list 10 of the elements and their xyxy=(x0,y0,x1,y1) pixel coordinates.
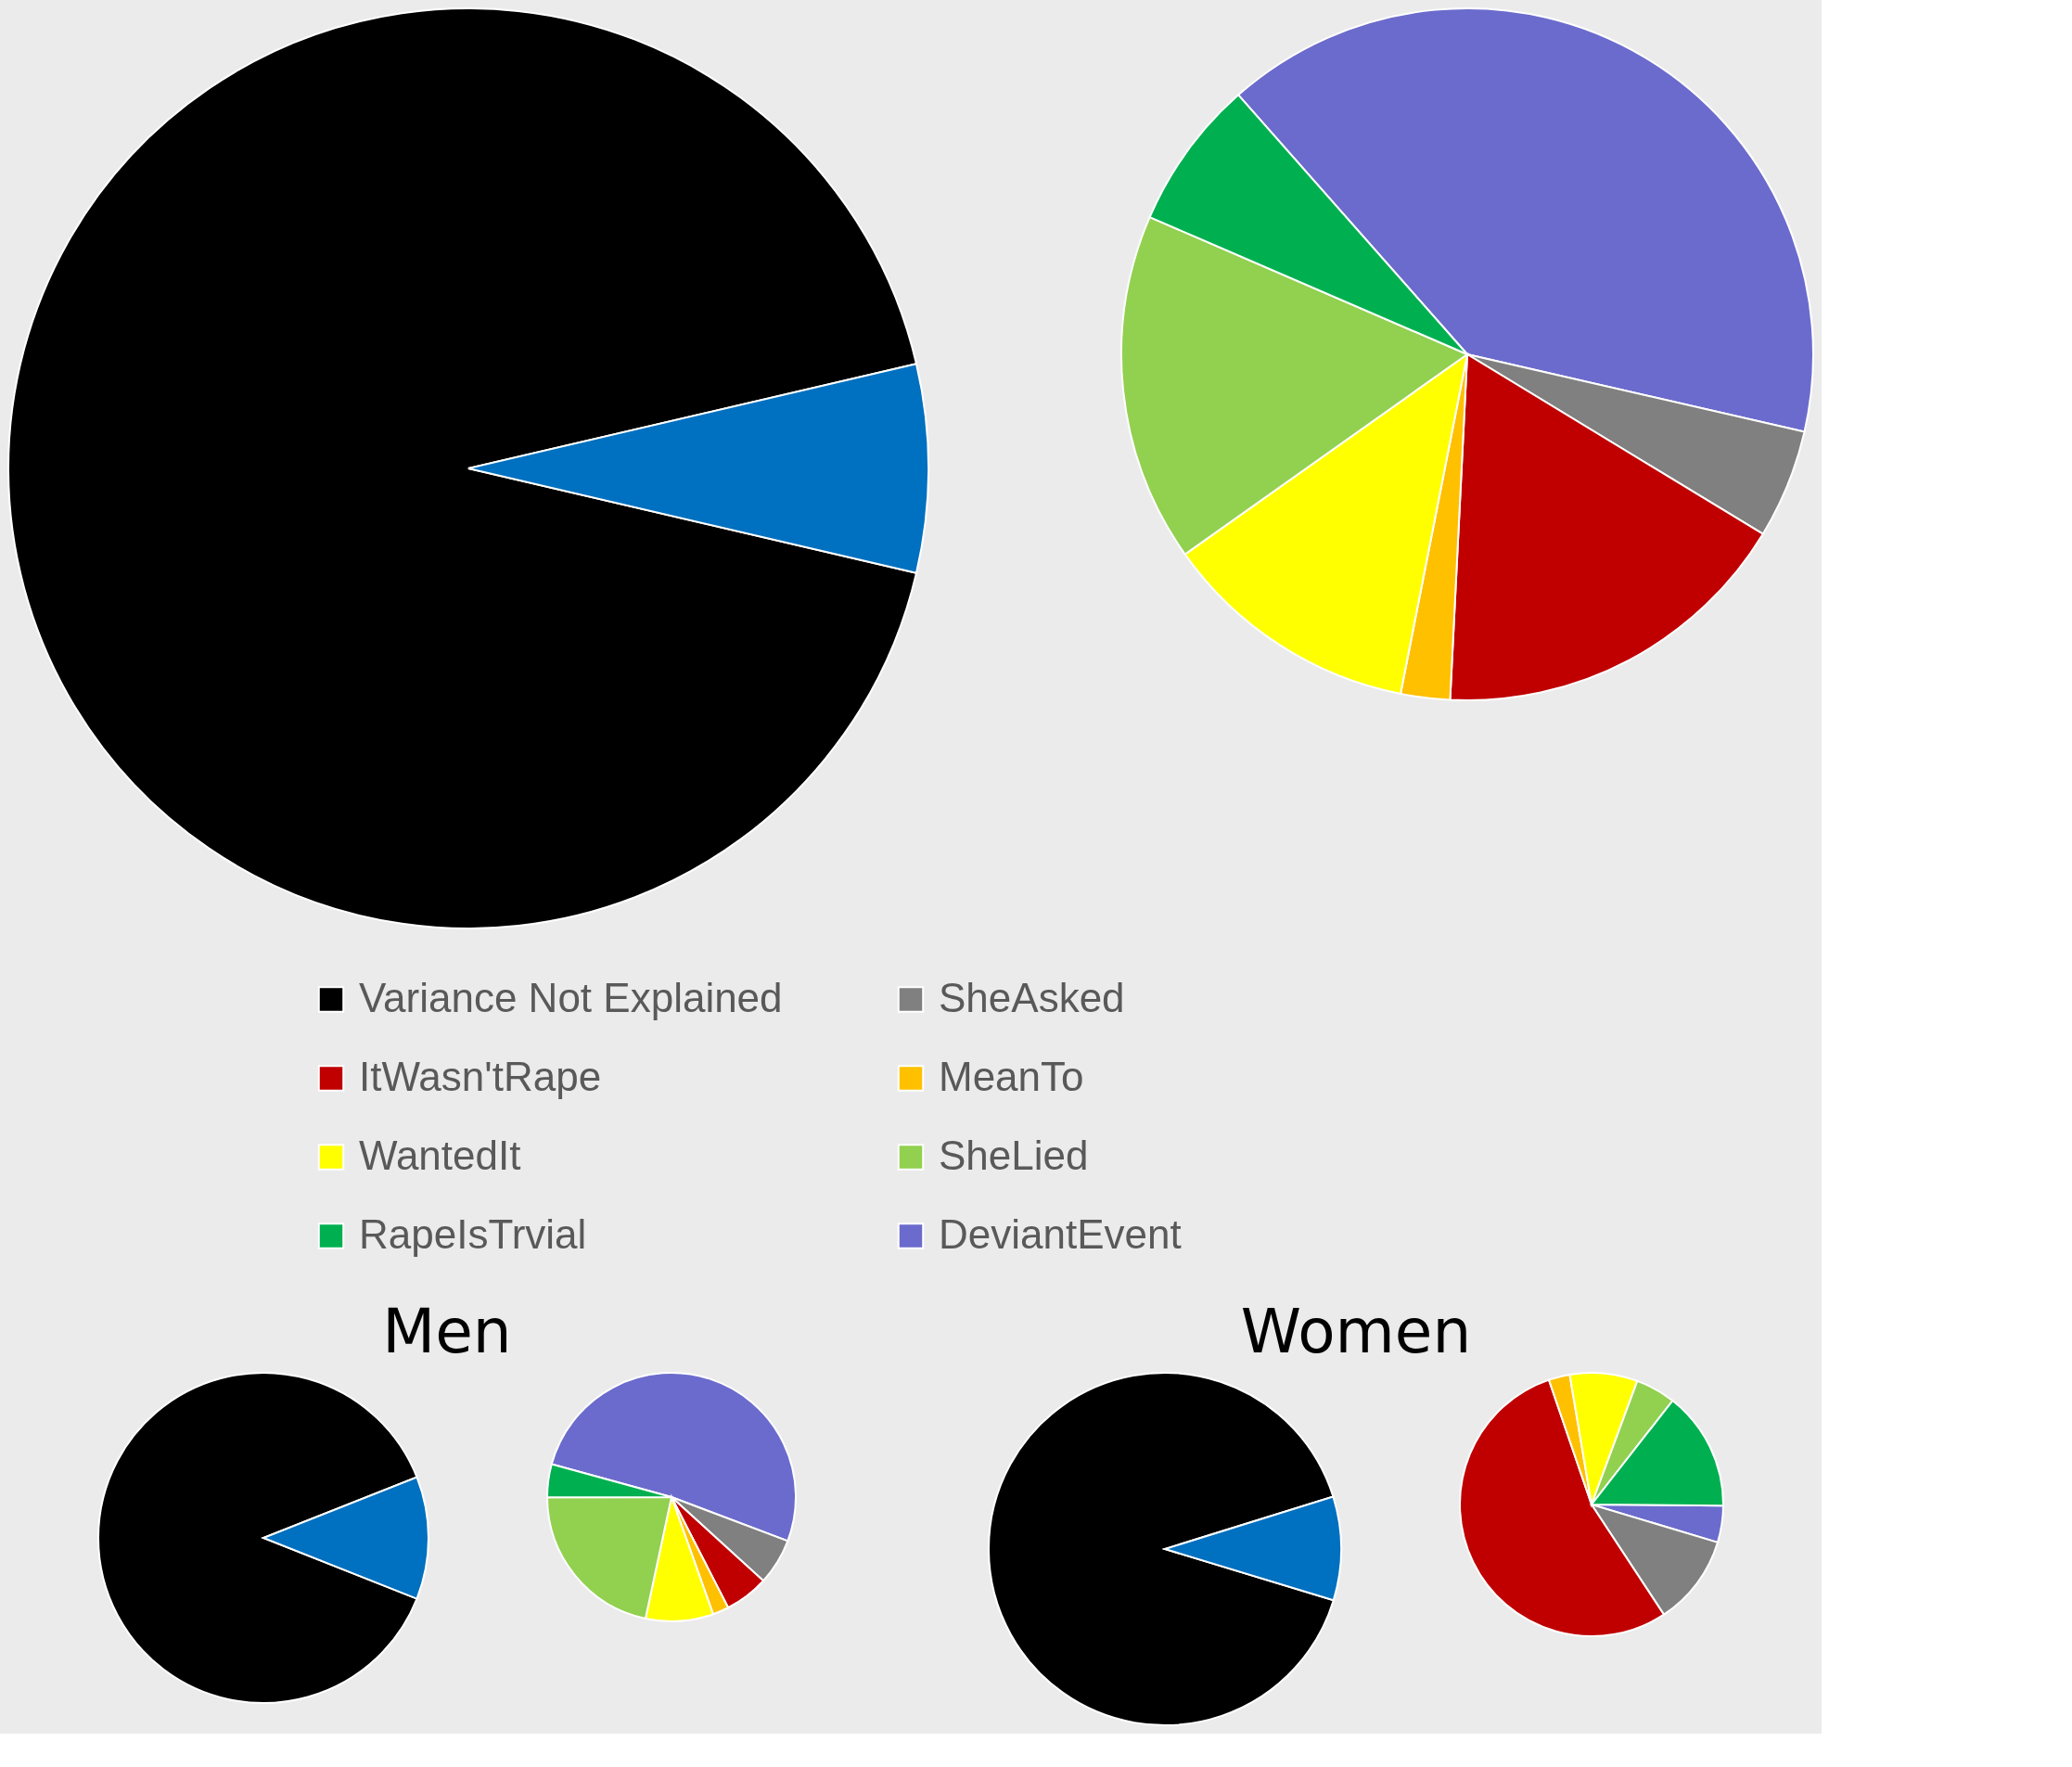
legend-label: ItWasn'tRape xyxy=(359,1053,602,1099)
legend-label: WantedIt xyxy=(359,1132,521,1178)
chart-title: Women xyxy=(1240,1296,1472,1367)
legend-label: DeviantEvent xyxy=(939,1210,1182,1257)
legend-label: RapeIsTrvial xyxy=(359,1210,587,1257)
chart-title: Men xyxy=(382,1296,512,1367)
legend-label: Variance Not Explained xyxy=(359,974,783,1020)
legend-label: SheAsked xyxy=(939,974,1125,1020)
legend-label: MeanTo xyxy=(939,1053,1084,1099)
legend-label: SheLied xyxy=(939,1132,1089,1178)
